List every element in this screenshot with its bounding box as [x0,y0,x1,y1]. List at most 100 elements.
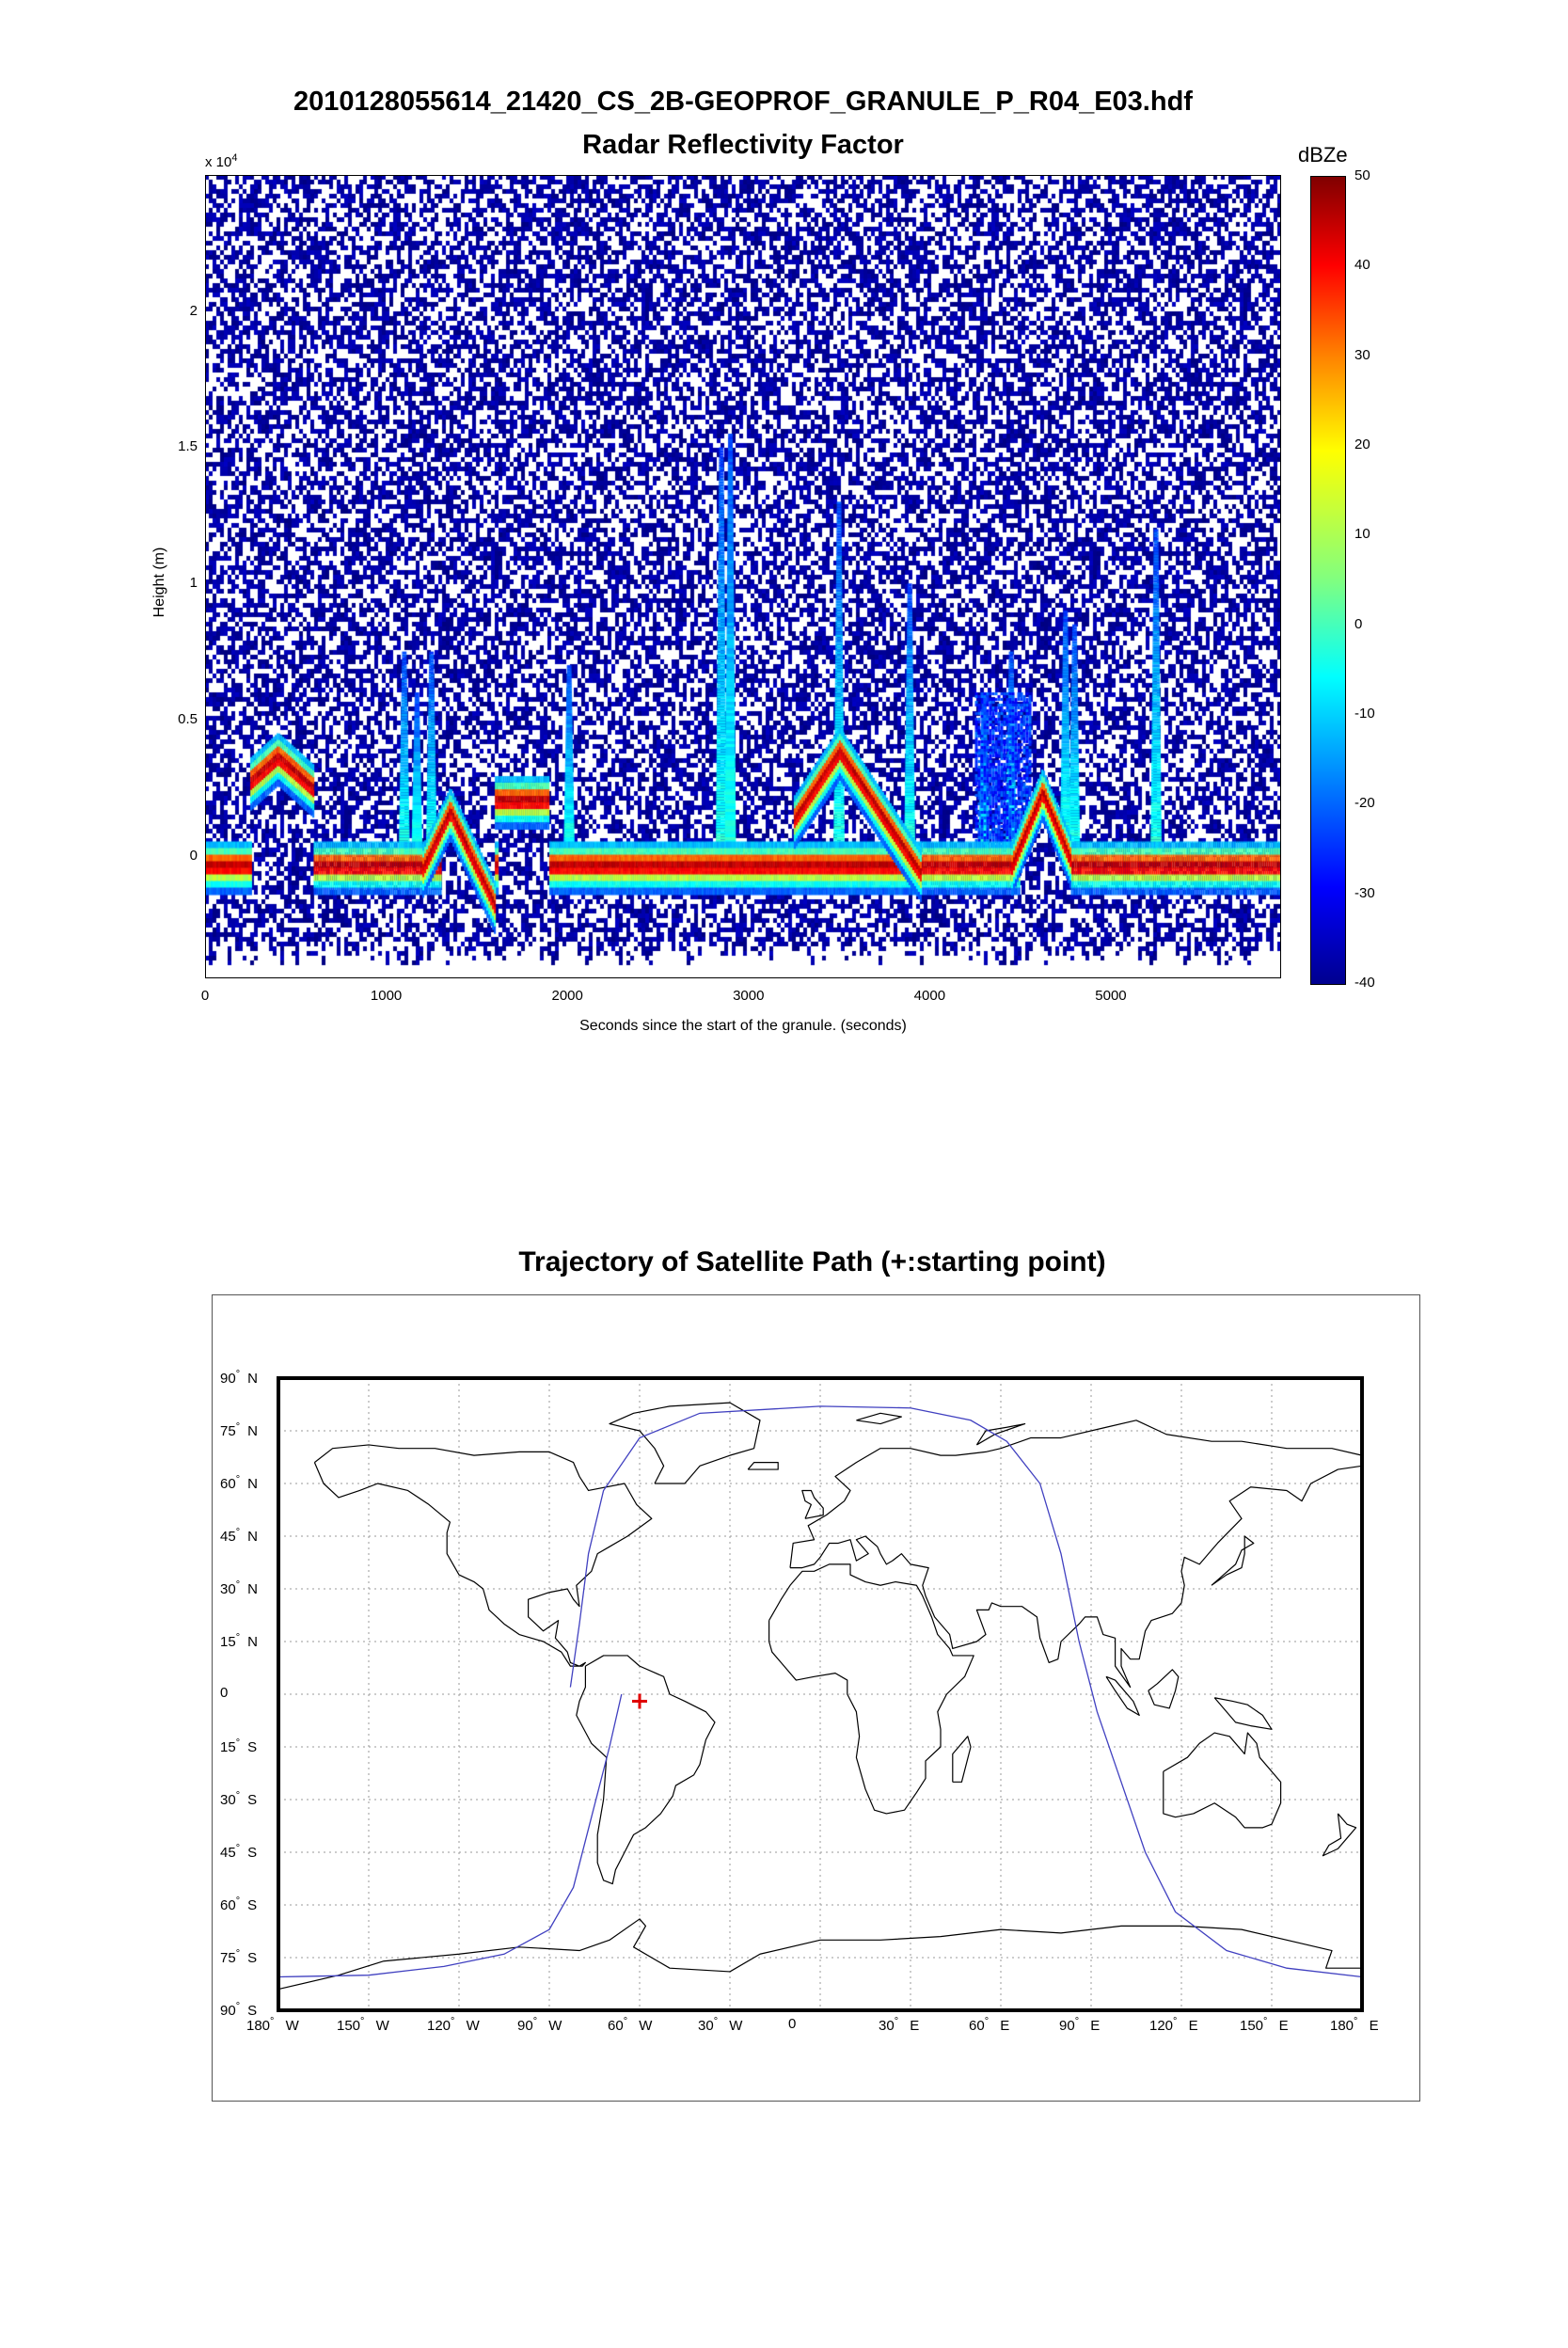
lon-tick-hemisphere: W [281,2018,299,2034]
degree-symbol: ° [235,1948,241,1959]
coastline [768,1563,974,1815]
lon-tick-degree: 30 [698,2018,714,2034]
degree-symbol: ° [235,1896,241,1907]
lon-tick-degree: 60 [608,2018,624,2034]
colorbar-tick-label: 0 [1354,615,1363,632]
lon-tick-hemisphere: E [1275,2018,1289,2034]
lat-tick-label: 45° S [220,1843,257,1861]
lon-tick-label: 30° E [879,2016,954,2034]
reflectivity-heatmap [205,175,1281,978]
lat-tick-hemisphere: S [247,1739,258,1755]
lon-tick-hemisphere: E [1365,2018,1379,2034]
lon-tick-label: 180° W [246,2016,322,2034]
lat-tick-hemisphere: S [247,1897,258,1913]
x-axis-label: Seconds since the start of the granule. … [579,1018,907,1034]
lon-tick-hemisphere: W [462,2018,480,2034]
trajectory-title: Trajectory of Satellite Path (+:starting… [518,1246,1106,1277]
degree-symbol: ° [235,1579,241,1591]
lat-tick-degree: 90 [220,2003,236,2019]
lat-tick-label: 75° S [220,1948,257,1966]
degree-symbol: ° [235,1843,241,1854]
lat-tick-degree: 60 [220,1476,236,1492]
coastline [856,1412,903,1425]
degree-symbol: ° [235,1527,241,1538]
lon-tick-degree: 60 [969,2018,985,2034]
degree-symbol: ° [235,1737,241,1749]
lat-tick-hemisphere: S [247,1845,258,1861]
coastline [747,1461,779,1470]
degree-symbol: ° [1074,2016,1080,2027]
lat-tick-degree: 30 [220,1581,236,1597]
lon-tick-degree: 150 [1240,2018,1264,2034]
lat-tick-degree: 60 [220,1897,236,1913]
y-tick-label: 2 [189,302,198,319]
satellite-track [569,1405,1363,1978]
lat-tick-label: 15° S [220,1737,257,1755]
lon-tick-label: 60° W [608,2016,683,2034]
colorbar [1310,176,1346,985]
x-tick-label: 4000 [913,988,946,1004]
map-figure-frame [212,1294,1420,2102]
y-tick-label: 1.5 [178,438,198,455]
lon-tick-label: 90° E [1059,2016,1134,2034]
map-axes-frame [277,1376,1364,2012]
x-tick-label: 5000 [1095,988,1127,1004]
lat-tick-label: 90° N [220,1369,258,1387]
colorbar-tick-label: -30 [1354,884,1375,901]
colorbar-tick-label: 50 [1354,167,1370,183]
lat-tick-degree: 30 [220,1792,236,1808]
lon-tick-degree: 0 [788,2016,797,2032]
y-tick-label: 1 [189,575,198,592]
degree-symbol: ° [235,2001,241,2012]
reflectivity-subtitle: Radar Reflectivity Factor [582,130,904,160]
x-tick-label: 1000 [370,988,403,1004]
lat-tick-degree: 15 [220,1634,236,1650]
lat-tick-label: 60° S [220,1896,257,1913]
lon-tick-label: 90° W [517,2016,593,2034]
degree-symbol: ° [623,2016,628,2027]
lon-tick-hemisphere: E [906,2018,920,2034]
lon-tick-hemisphere: E [1086,2018,1101,2034]
lon-tick-degree: 90 [517,2018,533,2034]
lat-tick-hemisphere: S [247,1792,258,1808]
y-multiplier: x 104 [205,152,238,170]
lat-tick-degree: 75 [220,1950,236,1966]
lon-tick-degree: 180 [1330,2018,1354,2034]
y-tick-label: 0.5 [178,710,198,727]
lon-tick-label: 150° E [1240,2016,1315,2034]
lat-tick-degree: 15 [220,1739,236,1755]
lat-tick-hemisphere: N [247,1423,258,1439]
lon-tick-hemisphere: W [545,2018,562,2034]
coastline [801,1489,824,1519]
colorbar-tick-label: 40 [1354,257,1370,274]
coastline [952,1736,972,1783]
lat-tick-label: 45° N [220,1527,258,1545]
x-tick-label: 0 [200,988,210,1004]
lon-tick-label: 30° W [698,2016,773,2034]
degree-symbol: ° [1354,2016,1358,2027]
degree-symbol: ° [235,1474,241,1485]
degree-symbol: ° [713,2016,719,2027]
coastline [277,1918,1362,1991]
lat-tick-hemisphere: N [247,1581,258,1597]
degree-symbol: ° [532,2016,538,2027]
lon-tick-degree: 180 [246,2018,271,2034]
lat-tick-degree: 75 [220,1423,236,1439]
y-tick-label: 0 [189,847,198,864]
coastline [1211,1535,1255,1586]
colorbar-tick-label: 20 [1354,436,1370,452]
lon-tick-hemisphere: E [996,2018,1010,2034]
coastline [1163,1732,1282,1829]
degree-symbol: ° [235,1369,241,1380]
degree-symbol: ° [1173,2016,1178,2027]
lat-tick-hemisphere: N [247,1529,258,1545]
degree-symbol: ° [894,2016,899,2027]
lat-tick-hemisphere: N [247,1634,258,1650]
degree-symbol: ° [451,2016,455,2027]
lon-tick-label: 120° E [1149,2016,1225,2034]
lat-tick-label: 0 [220,1685,235,1701]
lat-tick-degree: 45 [220,1845,236,1861]
satellite-track-return [277,1693,623,1978]
colorbar-tick-label: -20 [1354,795,1375,812]
